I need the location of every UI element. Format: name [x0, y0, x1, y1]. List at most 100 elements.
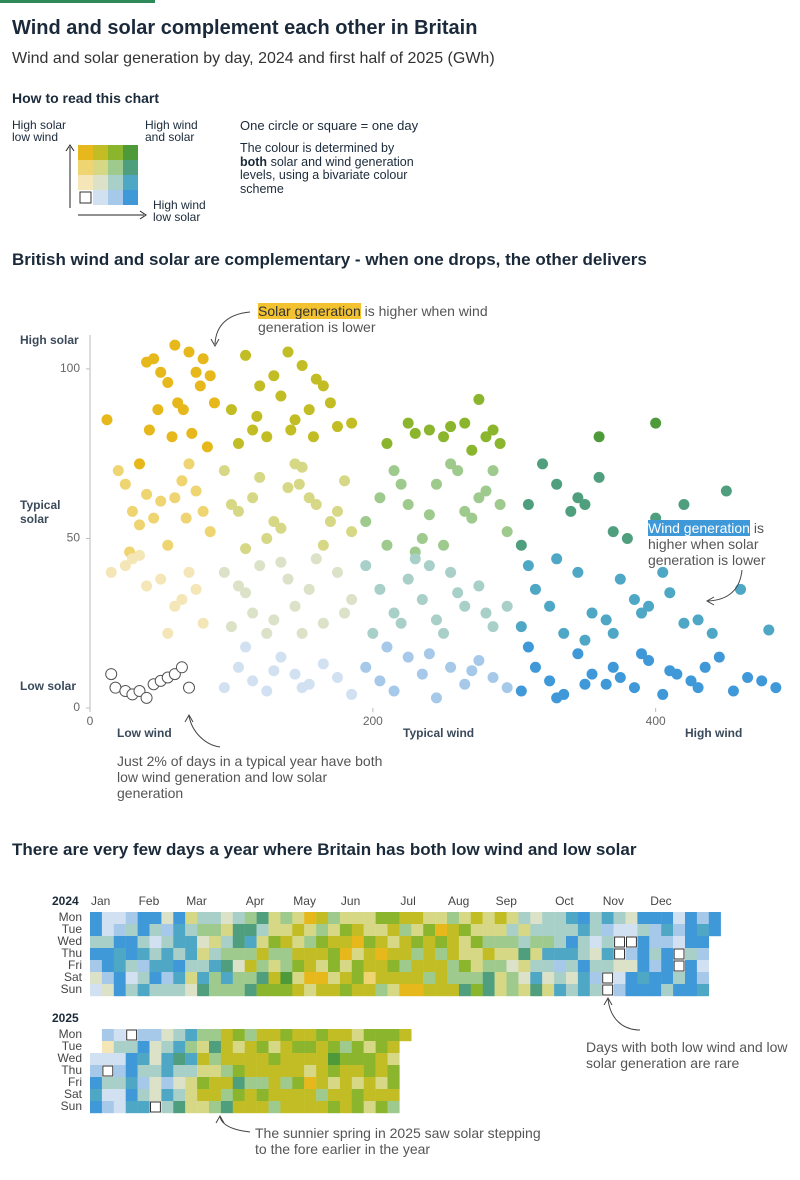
day-cell	[470, 936, 483, 949]
day-cell	[316, 1041, 329, 1054]
point	[141, 580, 153, 592]
point	[678, 617, 690, 629]
point	[232, 580, 244, 592]
point	[402, 573, 414, 585]
day-label: Fri	[68, 1075, 82, 1089]
point	[218, 566, 230, 578]
day-cell	[375, 972, 388, 985]
month-label: Aug	[448, 894, 469, 908]
point	[438, 431, 450, 443]
point	[105, 566, 117, 578]
point	[177, 404, 189, 416]
annotation: Wind generation is higher when solar gen…	[648, 520, 793, 568]
point	[636, 648, 648, 660]
accent-bar	[0, 0, 155, 3]
day-cell	[685, 948, 698, 961]
point	[487, 671, 499, 683]
point	[155, 495, 167, 507]
day-cell	[161, 1065, 174, 1078]
day-cell	[530, 912, 543, 925]
day-cell	[470, 960, 483, 973]
day-cell	[173, 912, 186, 925]
month-label: May	[293, 894, 316, 908]
day-cell	[209, 1089, 222, 1102]
point	[579, 678, 591, 690]
day-cell	[304, 1101, 317, 1114]
day-cell	[423, 948, 436, 961]
day-cell	[470, 984, 483, 997]
point	[133, 549, 145, 561]
day-cell	[708, 924, 721, 937]
point	[166, 431, 178, 443]
day-cell	[149, 1065, 162, 1078]
day-cell	[649, 972, 662, 985]
annotation-arrow	[219, 1116, 251, 1133]
day-cell	[696, 960, 709, 973]
day-cell	[339, 924, 352, 937]
point	[232, 505, 244, 517]
point	[522, 499, 534, 511]
day-cell	[614, 948, 625, 960]
point	[452, 465, 464, 477]
day-cell	[328, 924, 341, 937]
point	[770, 682, 782, 694]
day-cell	[304, 1077, 317, 1090]
point	[473, 492, 485, 504]
year-label: 2024	[52, 894, 79, 908]
day-cell	[125, 972, 138, 985]
legend-cell	[79, 191, 92, 204]
day-cell	[113, 1077, 126, 1090]
day-cell	[280, 1029, 293, 1042]
day-cell	[304, 1041, 317, 1054]
day-cell	[649, 936, 662, 949]
day-cell	[506, 912, 519, 925]
day-cell	[339, 1041, 352, 1054]
day-cell	[399, 1029, 412, 1042]
day-cell	[661, 984, 674, 997]
day-cell	[185, 984, 198, 997]
day-cell	[375, 1089, 388, 1102]
day-cell	[328, 1089, 341, 1102]
annotation-arrowhead	[603, 996, 613, 1006]
day-cell	[351, 948, 364, 961]
x-category-label: High wind	[685, 726, 743, 740]
day-cell	[304, 924, 317, 937]
point	[180, 512, 192, 524]
point	[494, 499, 506, 511]
day-cell	[482, 936, 495, 949]
point	[204, 526, 216, 538]
day-cell	[197, 1053, 210, 1066]
day-cell	[518, 960, 531, 973]
point	[346, 417, 358, 429]
day-cell	[197, 948, 210, 961]
day-cell	[292, 1101, 305, 1114]
guide-label: High solar low wind	[12, 118, 67, 144]
section-heading: There are very few days a year where Bri…	[12, 840, 637, 859]
point	[282, 482, 294, 494]
legend-cell	[108, 190, 123, 205]
point	[445, 421, 457, 433]
day-cell	[244, 1101, 257, 1114]
day-cell	[363, 924, 376, 937]
day-cell	[268, 972, 281, 985]
point	[614, 573, 626, 585]
day-cell	[625, 972, 638, 985]
day-cell	[673, 972, 686, 985]
day-cell	[351, 1089, 364, 1102]
point	[176, 593, 188, 605]
day-cell	[375, 984, 388, 997]
day-cell	[125, 1053, 138, 1066]
day-cell	[613, 984, 626, 997]
legend-grid	[78, 145, 138, 205]
day-cell	[304, 1089, 317, 1102]
day-cell	[387, 1065, 400, 1078]
day-cell	[566, 984, 579, 997]
day-cell	[363, 948, 376, 961]
point	[473, 393, 485, 405]
day-cell	[351, 960, 364, 973]
day-cell	[244, 936, 257, 949]
y-tick-label: 0	[73, 700, 80, 714]
point	[459, 505, 471, 517]
point	[183, 346, 195, 358]
point	[600, 614, 612, 626]
